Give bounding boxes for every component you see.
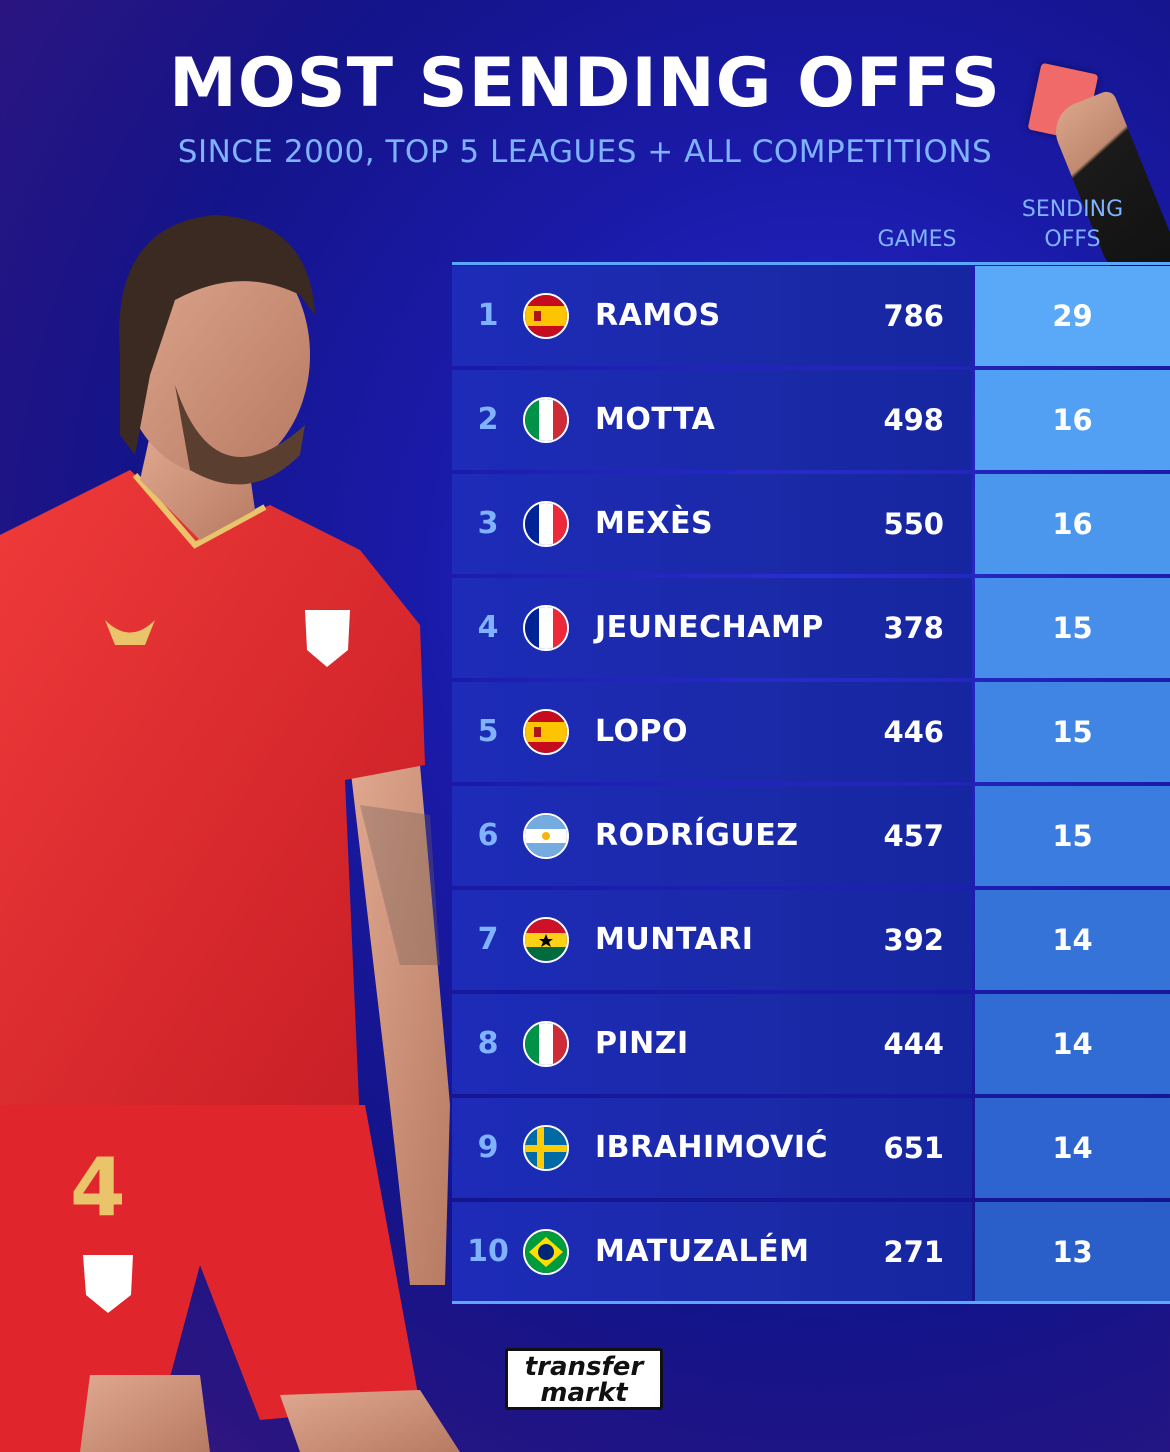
logo-line2: markt <box>540 1378 628 1408</box>
row-main-cell: 6 RODRÍGUEZ 457 <box>452 786 972 886</box>
column-header-sending-offs-line1: SENDING <box>1021 197 1124 222</box>
row-sending-offs: 16 <box>1052 403 1093 437</box>
italy-flag-icon <box>523 397 569 443</box>
row-main-cell: 7 MUNTARI 392 <box>452 890 972 990</box>
player-photo: 4 <box>0 215 460 1452</box>
table-row: 4 JEUNECHAMP 378 15 <box>452 578 1170 678</box>
row-sending-offs-cell: 14 <box>975 890 1170 990</box>
row-sending-offs: 29 <box>1052 299 1093 333</box>
row-sending-offs: 14 <box>1052 1131 1093 1165</box>
row-player-name: MOTTA <box>595 402 716 437</box>
row-player-name: RAMOS <box>595 298 721 333</box>
row-player-name: LOPO <box>595 714 689 749</box>
row-sending-offs: 15 <box>1052 611 1093 645</box>
row-games: 446 <box>883 715 944 749</box>
row-rank: 2 <box>477 402 499 437</box>
argentina-flag-icon <box>523 813 569 859</box>
table-row: 1 RAMOS 786 29 <box>452 266 1170 366</box>
table-row: 6 RODRÍGUEZ 457 15 <box>452 786 1170 886</box>
row-sending-offs-cell: 14 <box>975 994 1170 1094</box>
table-row: 10 MATUZALÉM 271 13 <box>452 1202 1170 1302</box>
row-rank: 10 <box>467 1234 509 1269</box>
france-flag-icon <box>523 501 569 547</box>
row-player-name: JEUNECHAMP <box>595 610 824 645</box>
row-sending-offs-cell: 29 <box>975 266 1170 366</box>
table-row: 3 MEXÈS 550 16 <box>452 474 1170 574</box>
player-shirt-number: 4 <box>70 1141 126 1234</box>
row-rank: 9 <box>477 1130 499 1165</box>
row-rank: 1 <box>477 298 499 333</box>
table-row: 2 MOTTA 498 16 <box>452 370 1170 470</box>
row-sending-offs: 14 <box>1052 1027 1093 1061</box>
row-rank: 3 <box>477 506 499 541</box>
row-rank: 8 <box>477 1026 499 1061</box>
column-header-sending-offs: SENDING OFFS <box>995 195 1150 255</box>
row-sending-offs-cell: 15 <box>975 786 1170 886</box>
column-header-games: GAMES <box>877 227 957 252</box>
row-player-name: RODRÍGUEZ <box>595 818 799 853</box>
row-games: 550 <box>883 507 944 541</box>
row-games: 271 <box>883 1235 944 1269</box>
row-rank: 5 <box>477 714 499 749</box>
row-sending-offs: 16 <box>1052 507 1093 541</box>
row-games: 392 <box>883 923 944 957</box>
spain-flag-icon <box>523 293 569 339</box>
row-player-name: MUNTARI <box>595 922 754 957</box>
row-sending-offs-cell: 16 <box>975 474 1170 574</box>
sweden-flag-icon <box>523 1125 569 1171</box>
transfermarkt-logo: transfer markt <box>505 1348 663 1410</box>
row-games: 378 <box>883 611 944 645</box>
row-rank: 6 <box>477 818 499 853</box>
row-rank: 7 <box>477 922 499 957</box>
table-row: 5 LOPO 446 15 <box>452 682 1170 782</box>
row-sending-offs-cell: 14 <box>975 1098 1170 1198</box>
row-main-cell: 1 RAMOS 786 <box>452 266 972 366</box>
row-main-cell: 10 MATUZALÉM 271 <box>452 1202 972 1302</box>
row-games: 651 <box>883 1131 944 1165</box>
row-player-name: IBRAHIMOVIĆ <box>595 1130 829 1165</box>
row-main-cell: 4 JEUNECHAMP 378 <box>452 578 972 678</box>
row-main-cell: 2 MOTTA 498 <box>452 370 972 470</box>
row-sending-offs: 15 <box>1052 819 1093 853</box>
row-main-cell: 5 LOPO 446 <box>452 682 972 782</box>
row-sending-offs-cell: 15 <box>975 578 1170 678</box>
row-player-name: PINZI <box>595 1026 689 1061</box>
row-main-cell: 3 MEXÈS 550 <box>452 474 972 574</box>
table-row: 9 IBRAHIMOVIĆ 651 14 <box>452 1098 1170 1198</box>
row-games: 498 <box>883 403 944 437</box>
row-games: 444 <box>883 1027 944 1061</box>
row-games: 457 <box>883 819 944 853</box>
spain-flag-icon <box>523 709 569 755</box>
france-flag-icon <box>523 605 569 651</box>
row-player-name: MEXÈS <box>595 506 714 541</box>
row-sending-offs-cell: 15 <box>975 682 1170 782</box>
row-player-name: MATUZALÉM <box>595 1234 810 1269</box>
row-main-cell: 9 IBRAHIMOVIĆ 651 <box>452 1098 972 1198</box>
table-bottom-rule <box>452 1301 1170 1304</box>
column-header-sending-offs-line2: OFFS <box>1044 227 1101 252</box>
logo-line1: transfer <box>524 1352 644 1382</box>
table-top-rule <box>452 262 1170 265</box>
row-sending-offs-cell: 13 <box>975 1202 1170 1302</box>
table-row: 8 PINZI 444 14 <box>452 994 1170 1094</box>
table-row: 7 MUNTARI 392 14 <box>452 890 1170 990</box>
row-games: 786 <box>883 299 944 333</box>
page-title: MOST SENDING OFFS <box>169 44 1001 123</box>
brazil-flag-icon <box>523 1229 569 1275</box>
row-rank: 4 <box>477 610 499 645</box>
row-sending-offs: 14 <box>1052 923 1093 957</box>
ghana-flag-icon <box>523 917 569 963</box>
page-subtitle: SINCE 2000, TOP 5 LEAGUES + ALL COMPETIT… <box>177 134 993 170</box>
row-sending-offs: 15 <box>1052 715 1093 749</box>
row-sending-offs-cell: 16 <box>975 370 1170 470</box>
italy-flag-icon <box>523 1021 569 1067</box>
row-main-cell: 8 PINZI 444 <box>452 994 972 1094</box>
row-sending-offs: 13 <box>1052 1235 1093 1269</box>
